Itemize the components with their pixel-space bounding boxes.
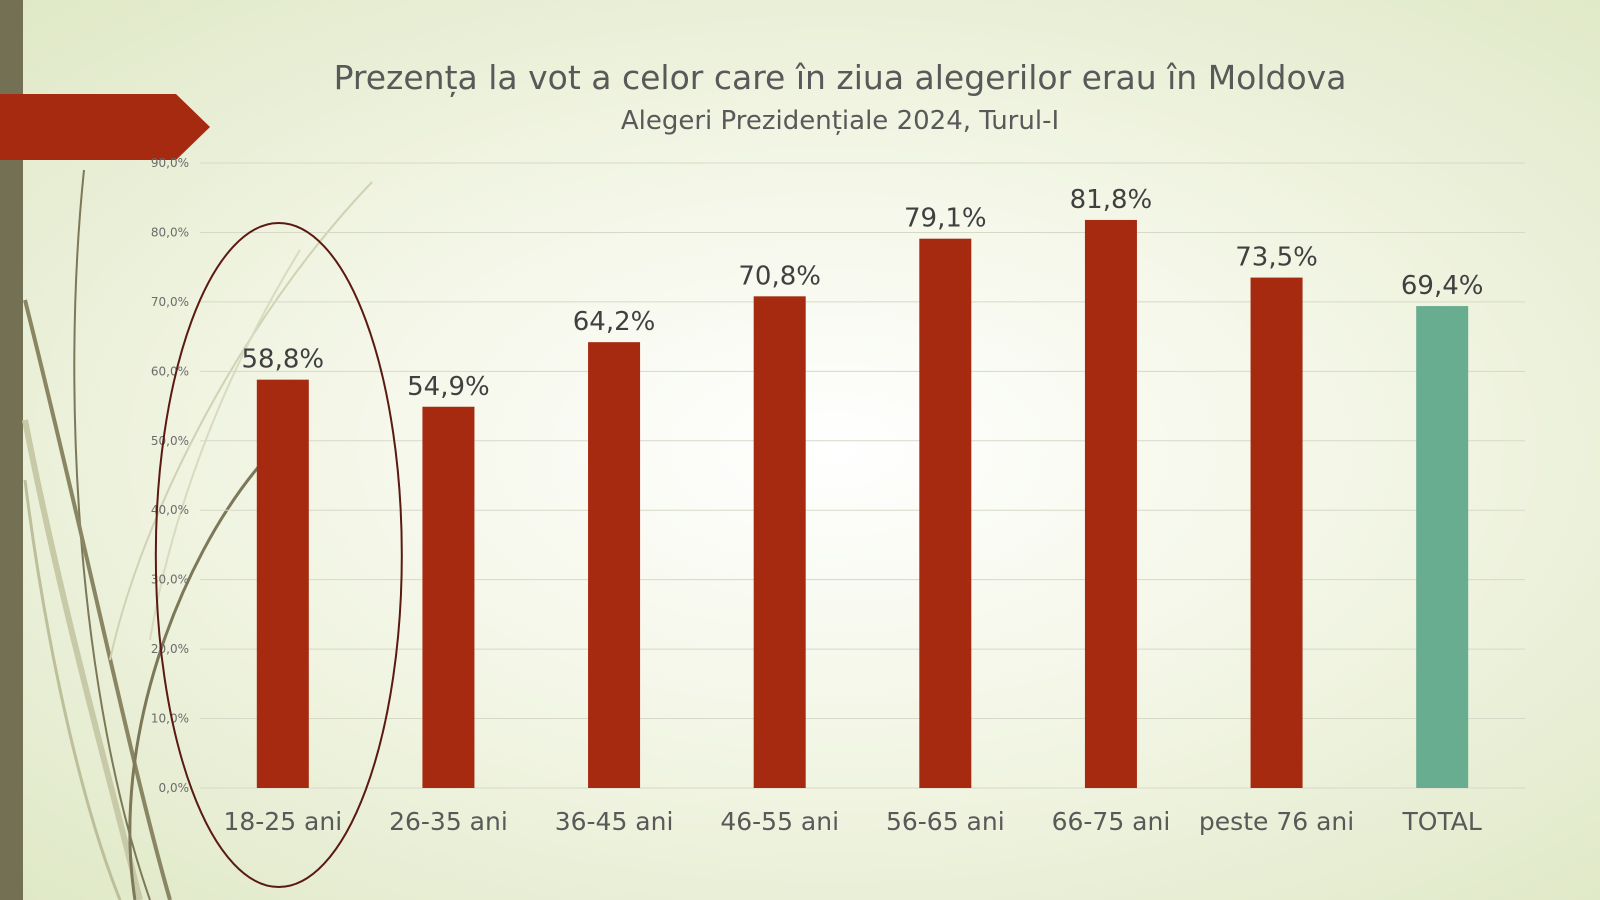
y-tick-label: 30,0% bbox=[151, 573, 189, 587]
bar bbox=[919, 238, 972, 788]
data-label: 69,4% bbox=[1401, 271, 1484, 301]
y-tick-label: 20,0% bbox=[151, 642, 189, 656]
y-tick-label: 80,0% bbox=[151, 225, 189, 239]
chart-title: Prezența la vot a celor care în ziua ale… bbox=[333, 58, 1347, 97]
x-tick-label: 26-35 ani bbox=[389, 807, 508, 836]
x-tick-label: 36-45 ani bbox=[555, 807, 674, 836]
x-tick-label: 66-75 ani bbox=[1052, 807, 1171, 836]
data-label: 81,8% bbox=[1070, 185, 1153, 215]
data-label: 64,2% bbox=[573, 307, 656, 337]
x-tick-label: 56-65 ani bbox=[886, 807, 1005, 836]
chart-subtitle: Alegeri Prezidențiale 2024, Turul-I bbox=[620, 106, 1060, 136]
bar bbox=[588, 342, 641, 788]
data-label: 79,1% bbox=[904, 204, 987, 234]
bar bbox=[753, 296, 806, 788]
y-tick-label: 0,0% bbox=[159, 781, 190, 795]
x-tick-label: peste 76 ani bbox=[1199, 807, 1354, 836]
x-tick-label: 46-55 ani bbox=[720, 807, 839, 836]
arrow-banner bbox=[0, 94, 210, 160]
bar bbox=[256, 379, 309, 788]
y-tick-label: 90,0% bbox=[151, 156, 189, 170]
y-tick-label: 10,0% bbox=[151, 712, 189, 726]
y-tick-label: 60,0% bbox=[151, 364, 189, 378]
x-tick-label: TOTAL bbox=[1402, 807, 1482, 836]
left-accent-bar bbox=[0, 0, 23, 900]
bar bbox=[1084, 219, 1137, 788]
bar bbox=[1416, 306, 1469, 788]
y-tick-label: 50,0% bbox=[151, 434, 189, 448]
y-tick-label: 40,0% bbox=[151, 503, 189, 517]
bar bbox=[1250, 277, 1303, 788]
title-block: Prezența la vot a celor care în ziua ale… bbox=[200, 58, 1480, 138]
data-label: 70,8% bbox=[738, 261, 821, 291]
data-label: 58,8% bbox=[242, 345, 325, 375]
data-label: 73,5% bbox=[1235, 243, 1318, 273]
data-label: 54,9% bbox=[407, 372, 490, 402]
y-tick-label: 70,0% bbox=[151, 295, 189, 309]
bar bbox=[422, 406, 475, 788]
x-tick-label: 18-25 ani bbox=[223, 807, 342, 836]
highlight-ellipse bbox=[154, 222, 403, 888]
